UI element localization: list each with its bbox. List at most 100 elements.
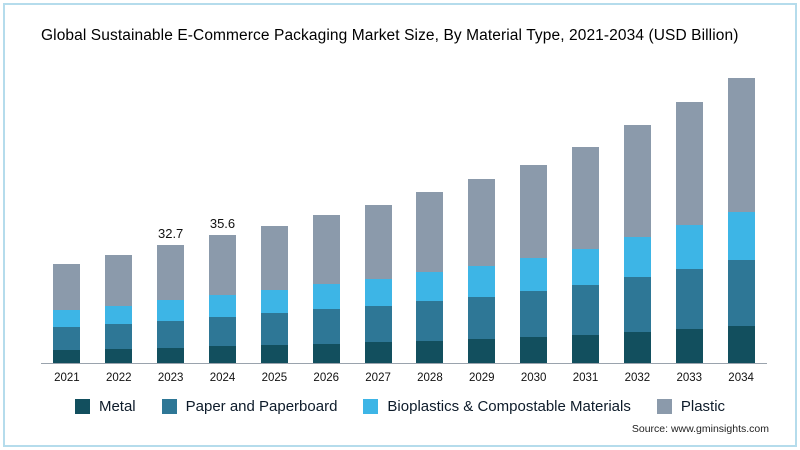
bar-plot: 32.7 35.6 <box>41 75 767 364</box>
x-axis-tick-label: 2023 <box>157 372 184 384</box>
bar-column: 35.6 <box>197 75 249 363</box>
bar-segment <box>260 289 288 314</box>
bar-segment <box>105 324 133 349</box>
x-axis-tick-label: 2021 <box>54 372 80 384</box>
plot-area: 32.7 35.6 2021 2022 2023 2024 2025 2026 2027 202… <box>41 75 767 384</box>
bar-segment <box>312 284 340 310</box>
x-axis-tick-label: 2027 <box>365 372 391 384</box>
bar-column: 32.7 <box>145 75 197 363</box>
legend-item: Metal <box>74 398 136 415</box>
bar-value-label: 35.6 <box>209 215 236 231</box>
legend-swatch-icon <box>74 399 90 414</box>
bar-segment <box>157 347 185 363</box>
bar-segment <box>105 305 133 325</box>
x-axis-tick-label: 2033 <box>676 372 703 384</box>
x-axis-tick-label: 2030 <box>520 372 547 384</box>
x-axis-tick-label: 2034 <box>728 372 754 384</box>
bar-segment <box>157 300 185 321</box>
bar-segment <box>312 214 340 285</box>
legend-label: Plastic <box>680 398 726 415</box>
legend-label: Metal <box>98 398 136 415</box>
bar-segment <box>260 225 288 290</box>
bar-segment <box>416 301 444 341</box>
bar-segment <box>675 269 703 330</box>
bar-column <box>352 75 404 363</box>
bar-segment <box>157 320 185 348</box>
bar-segment <box>572 334 600 363</box>
bar-segment <box>105 348 133 363</box>
chart-card: Global Sustainable E-Commerce Packaging … <box>3 3 797 447</box>
chart-title: Global Sustainable E-Commerce Packaging … <box>41 27 739 44</box>
bar-segment <box>623 332 651 363</box>
bar-column <box>560 75 612 363</box>
x-axis-tick-label: 2032 <box>624 372 651 384</box>
bar-segment <box>572 285 600 335</box>
bar-column <box>611 75 663 363</box>
bar-segment <box>727 325 755 363</box>
stacked-bar <box>520 165 548 363</box>
bar-segment <box>312 309 340 344</box>
bar-segment <box>416 191 444 273</box>
stacked-bar <box>364 204 392 363</box>
x-axis-tick-label: 2025 <box>261 372 288 384</box>
bar-segment <box>209 346 236 363</box>
bar-segment <box>416 272 444 302</box>
stacked-bar <box>260 225 288 363</box>
bar-segment <box>520 337 548 363</box>
source-text: Source: www.gminsights.com <box>631 423 769 435</box>
bar-segment <box>209 316 236 347</box>
bar-segment <box>623 125 651 238</box>
bar-column <box>93 75 145 363</box>
bar-segment <box>623 277 651 333</box>
legend-item: Bioplastics & Compostable Materials <box>363 398 631 415</box>
bar-segment <box>364 279 392 307</box>
stacked-bar <box>623 125 651 363</box>
bar-segment <box>623 237 651 278</box>
bar-segment <box>675 329 703 363</box>
x-axis-tick-label: 2028 <box>417 372 443 384</box>
bar-segment <box>468 339 496 363</box>
legend-label: Paper and Paperboard <box>185 398 338 415</box>
stacked-bar <box>209 234 236 363</box>
bar-value-label: 32.7 <box>157 226 184 242</box>
bar-segment <box>520 165 548 258</box>
bar-segment <box>209 294 236 317</box>
stacked-bar <box>312 214 340 363</box>
bar-segment <box>53 310 81 328</box>
bar-segment <box>727 77 755 212</box>
legend: Metal Paper and Paperboard Bioplastics & C… <box>5 398 795 415</box>
bar-segment <box>364 342 392 363</box>
bar-segment <box>53 350 81 363</box>
stacked-bar <box>468 179 496 363</box>
bar-segment <box>157 245 185 301</box>
bar-column <box>456 75 508 363</box>
bar-segment <box>209 234 236 295</box>
bar-segment <box>416 340 444 363</box>
bar-segment <box>468 297 496 340</box>
bar-column <box>404 75 456 363</box>
stacked-bar <box>157 245 185 363</box>
bar-segment <box>53 263 81 311</box>
bar-segment <box>312 343 340 363</box>
bar-segment <box>364 204 392 280</box>
legend-swatch-icon <box>363 399 379 414</box>
bar-segment <box>260 345 288 363</box>
bar-segment <box>572 146 600 249</box>
x-axis-tick-label: 2031 <box>572 372 599 384</box>
stacked-bar <box>105 254 133 363</box>
bar-segment <box>53 327 81 351</box>
bar-segment <box>520 291 548 338</box>
x-axis-tick-label: 2024 <box>209 372 236 384</box>
bar-segment <box>105 254 133 306</box>
stacked-bar <box>416 191 444 363</box>
bar-column <box>300 75 352 363</box>
legend-item: Paper and Paperboard <box>161 398 338 415</box>
bar-segment <box>675 101 703 225</box>
bar-segment <box>727 211 755 261</box>
stacked-bar <box>727 77 755 363</box>
stacked-bar <box>53 263 81 363</box>
bar-segment <box>675 224 703 270</box>
legend-swatch-icon <box>161 399 177 414</box>
bar-column <box>248 75 300 363</box>
bar-column <box>508 75 560 363</box>
